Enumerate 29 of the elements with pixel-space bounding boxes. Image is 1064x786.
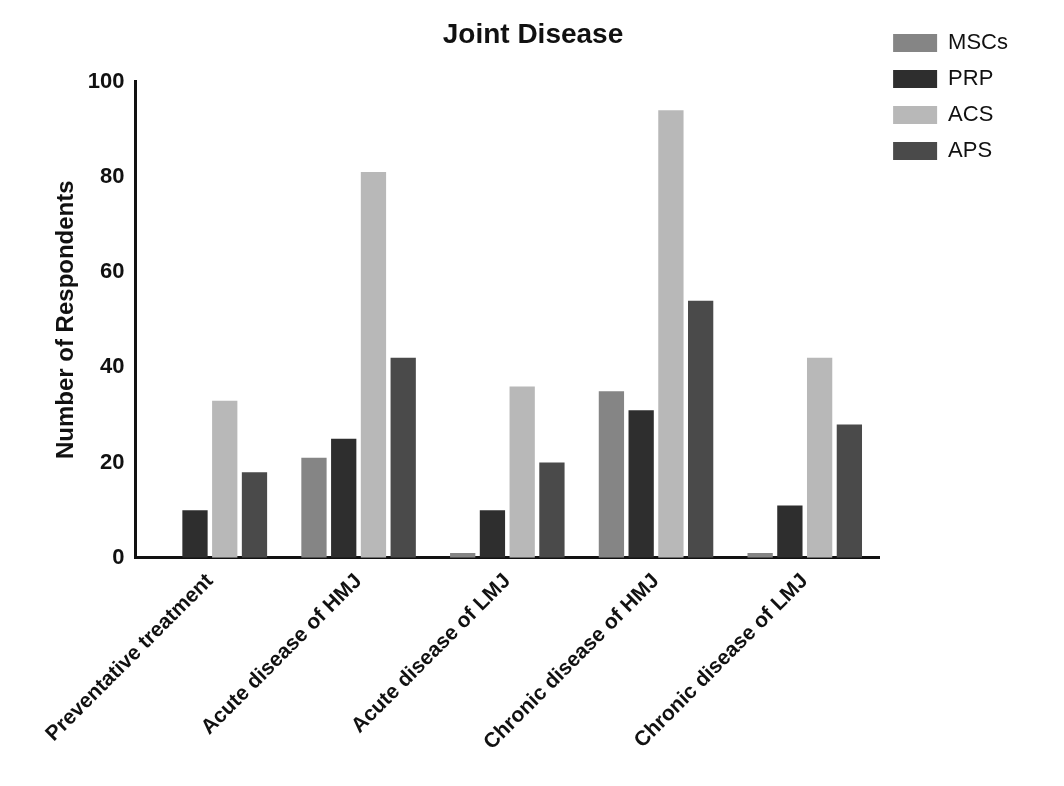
y-axis-title: Number of Respondents <box>51 180 79 460</box>
bar <box>182 510 208 558</box>
bar <box>360 172 387 558</box>
y-tick-label: 0 <box>112 543 125 569</box>
y-tick-label: 60 <box>100 258 125 284</box>
bar <box>539 462 565 558</box>
y-tick-label: 40 <box>100 353 125 379</box>
chart-title: Joint Disease <box>442 17 624 49</box>
bar <box>628 410 654 558</box>
bar <box>509 386 535 558</box>
bar <box>688 300 714 558</box>
bar <box>777 505 803 558</box>
bar <box>301 457 327 558</box>
legend-label: ACS <box>948 101 994 127</box>
legend-label: APS <box>948 137 993 163</box>
bar <box>598 391 625 558</box>
legend-label: MSCs <box>948 29 1008 55</box>
bar <box>331 438 357 558</box>
bar <box>241 472 268 558</box>
bar <box>836 424 863 558</box>
y-tick-label: 20 <box>100 448 125 474</box>
legend-label: PRP <box>948 65 994 91</box>
y-tick-label: 80 <box>100 162 125 188</box>
bar <box>806 357 833 558</box>
y-tick-label: 100 <box>87 67 125 93</box>
bar <box>212 400 238 558</box>
bar <box>658 110 684 558</box>
bar <box>390 357 416 558</box>
bar <box>479 510 506 558</box>
